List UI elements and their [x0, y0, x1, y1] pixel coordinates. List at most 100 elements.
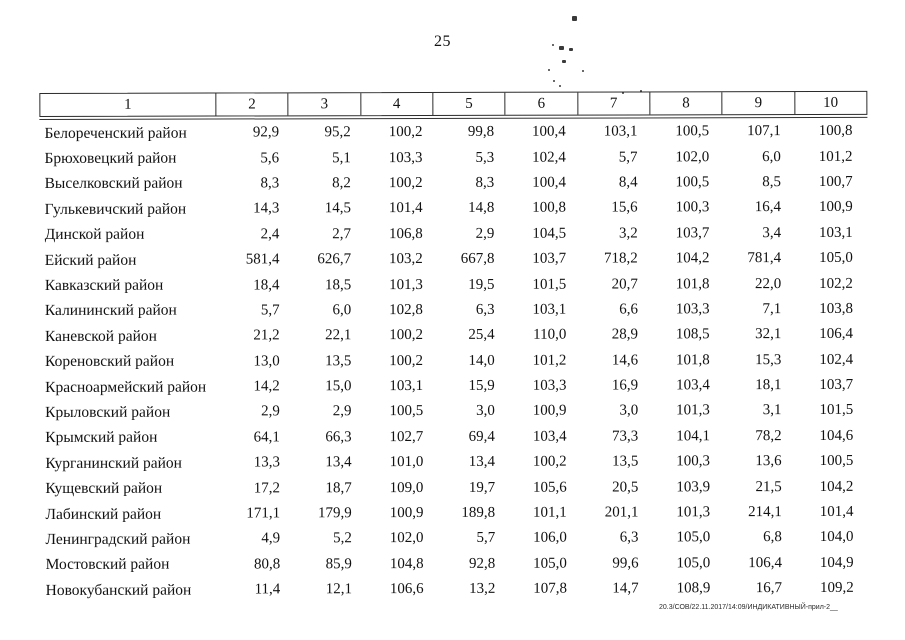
value-cell: 100,9: [389, 505, 424, 522]
value-cell: 15,3: [755, 351, 782, 368]
table-row: Каневской район 21,2 22,1 100,2 25,4 110,0 28,…: [40, 322, 868, 350]
scan-speck: [572, 16, 577, 21]
value-cell: 28,9: [611, 326, 639, 343]
value-cell: 101,0: [389, 454, 424, 471]
column-header: 7: [576, 92, 650, 115]
district-name: Крыловский район: [45, 403, 171, 421]
value-cell: 101,8: [675, 275, 710, 292]
value-cell: 8,4: [618, 174, 638, 191]
scan-speck: [582, 70, 584, 72]
value-cell: 16,7: [755, 580, 783, 597]
value-cell: 106,8: [388, 225, 423, 242]
value-cell: 14,0: [468, 352, 495, 369]
value-cell: 102,4: [819, 351, 854, 368]
value-cell: 18,7: [325, 479, 352, 496]
value-cell: 100,3: [675, 199, 710, 216]
value-cell: 100,3: [676, 453, 711, 470]
value-cell: 13,5: [325, 352, 352, 369]
value-cell: 4,9: [261, 530, 281, 547]
column-header: 10: [793, 91, 867, 115]
value-cell: 101,1: [533, 504, 567, 521]
value-cell: 102,0: [389, 530, 424, 547]
column-header: 6: [504, 92, 578, 115]
value-cell: 80,8: [253, 556, 281, 573]
value-cell: 101,2: [532, 352, 567, 369]
value-cell: 102,0: [675, 148, 710, 165]
value-cell: 626,7: [317, 251, 352, 268]
value-cell: 12,1: [325, 581, 352, 598]
value-cell: 108,5: [675, 326, 710, 343]
district-name: Брюховецкий район: [44, 149, 177, 168]
column-header: 5: [432, 92, 505, 115]
value-cell: 101,4: [819, 503, 854, 521]
value-cell: 6,0: [762, 148, 781, 165]
value-cell: 100,5: [675, 123, 710, 140]
value-cell: 73,3: [611, 428, 639, 445]
document-footer-stamp: 20.3/СОВ/22.11.2017/14:09/ИНДИКАТИВНЫЙ-п…: [659, 604, 838, 611]
value-cell: 781,4: [747, 250, 782, 267]
value-cell: 104,5: [532, 225, 567, 242]
value-cell: 103,7: [675, 224, 710, 242]
value-cell: 6,6: [619, 301, 638, 318]
value-cell: 103,2: [389, 251, 423, 268]
value-cell: 5,2: [333, 530, 352, 547]
value-cell: 108,9: [676, 580, 711, 597]
district-name: Крымский район: [45, 429, 158, 447]
value-cell: 13,6: [755, 453, 782, 470]
value-cell: 100,4: [532, 174, 566, 191]
table-row: Динской район 2,4 2,7 106,8 2,9 104,5 3,2 103,7…: [40, 220, 868, 248]
table-row: Выселковский район 8,3 8,2 100,2 8,3 100,4 8,4…: [40, 170, 868, 198]
value-cell: 3,1: [762, 402, 782, 419]
value-cell: 110,0: [533, 326, 567, 344]
column-header: 2: [215, 93, 288, 116]
value-cell: 104,0: [819, 529, 854, 546]
value-cell: 78,2: [755, 427, 782, 445]
value-cell: 171,1: [246, 505, 281, 522]
table-row: Брюховецкий район 5,6 5,1 103,3 5,3 102,4 5,7 1…: [39, 144, 867, 172]
value-cell: 85,9: [325, 556, 352, 573]
value-cell: 107,1: [747, 123, 781, 140]
value-cell: 104,6: [819, 427, 854, 444]
value-cell: 103,7: [532, 250, 567, 267]
value-cell: 103,4: [532, 428, 567, 445]
value-cell: 20,7: [611, 275, 638, 293]
column-header: 9: [721, 92, 795, 115]
scan-speck: [548, 69, 550, 71]
table-row: Гулькевичский район 14,3 14,5 101,4 14,8 100,…: [40, 195, 868, 223]
value-cell: 7,1: [762, 300, 782, 318]
value-cell: 15,0: [325, 378, 352, 395]
value-cell: 5,3: [475, 149, 495, 166]
district-name: Кавказский район: [44, 276, 164, 295]
scan-speck: [562, 60, 566, 63]
value-cell: 21,2: [253, 327, 280, 344]
value-cell: 92,8: [468, 555, 496, 572]
district-name: Курганинский район: [45, 454, 182, 472]
table-row: Крыловский район 2,9 2,9 100,5 3,0 100,9 3,0 10…: [40, 398, 868, 426]
value-cell: 718,2: [604, 250, 638, 267]
table-body: Белореченский район 92,9 95,2 100,2 99,8 100,…: [39, 119, 868, 604]
value-cell: 103,3: [388, 149, 423, 166]
scan-speck: [569, 48, 573, 51]
value-cell: 5,6: [260, 149, 280, 167]
value-cell: 66,3: [325, 429, 352, 446]
table-row: Крымский район 64,1 66,3 102,7 69,4 103,4 73,3…: [40, 424, 868, 452]
district-name: Ленинградский район: [45, 530, 191, 548]
value-cell: 16,4: [754, 199, 782, 216]
value-cell: 104,2: [819, 478, 854, 495]
value-cell: 103,1: [603, 123, 638, 140]
value-cell: 3,2: [618, 225, 638, 242]
value-cell: 109,0: [389, 479, 424, 496]
page-number: 25: [434, 33, 451, 50]
column-header: 8: [649, 92, 722, 115]
value-cell: 2,9: [475, 225, 495, 242]
value-cell: 2,9: [332, 403, 352, 420]
column-header: 4: [359, 92, 433, 116]
value-cell: 106,6: [389, 581, 424, 598]
value-cell: 101,3: [389, 276, 423, 293]
value-cell: 14,3: [253, 200, 280, 217]
value-cell: 21,5: [755, 478, 782, 495]
scan-speck: [553, 80, 555, 82]
value-cell: 100,5: [819, 453, 854, 470]
value-cell: 3,4: [762, 224, 782, 241]
value-cell: 100,5: [389, 403, 424, 420]
